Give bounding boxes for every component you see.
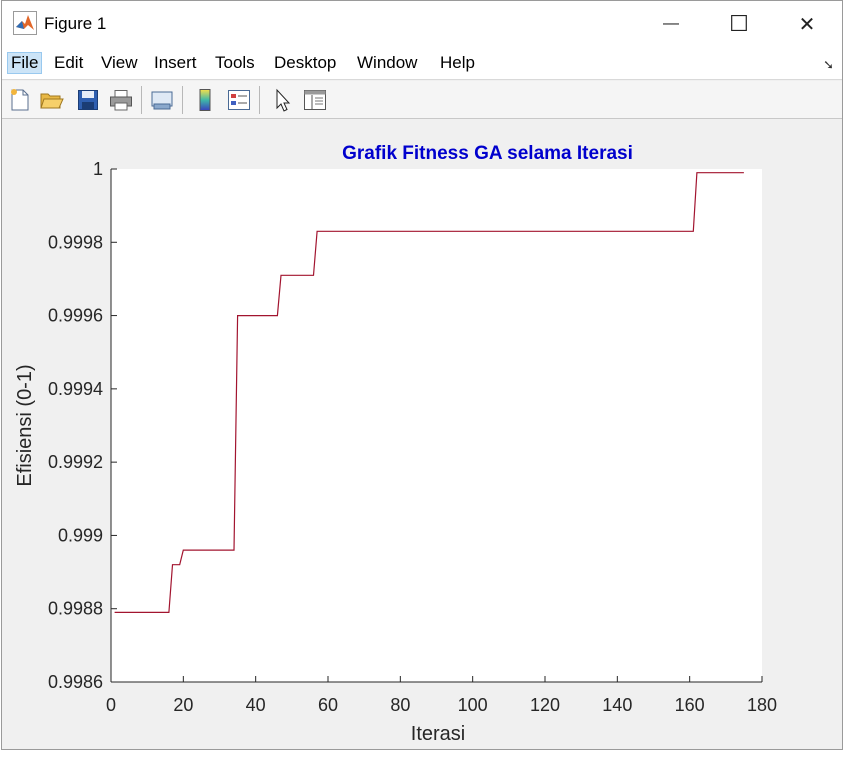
link-plot-button[interactable] bbox=[149, 87, 175, 113]
link-plot-icon bbox=[151, 91, 173, 110]
minimize-button[interactable]: — bbox=[636, 1, 706, 47]
figure-canvas: 0 20 40 60 80 100 120 140 160 180 0.9986 0.9988 0.9… bbox=[2, 120, 842, 749]
insert-legend-icon bbox=[228, 90, 250, 110]
fitness-series-line[interactable] bbox=[114, 172, 744, 613]
window-title: Figure 1 bbox=[44, 14, 107, 33]
open-file-button[interactable] bbox=[39, 87, 65, 113]
x-axis-label: Iterasi bbox=[411, 723, 465, 745]
menu-insert[interactable]: Insert bbox=[154, 53, 197, 72]
maximize-icon: ☐ bbox=[729, 11, 749, 36]
menu-desktop[interactable]: Desktop bbox=[274, 53, 337, 72]
toolbar-separator bbox=[182, 86, 183, 114]
print-button[interactable] bbox=[108, 87, 134, 113]
matlab-logo-icon bbox=[13, 11, 37, 35]
plot-area[interactable] bbox=[111, 169, 762, 682]
y-axis-label: Efisiensi (0-1) bbox=[14, 364, 36, 486]
save-button[interactable] bbox=[75, 87, 101, 113]
minimize-icon: — bbox=[663, 15, 679, 32]
y-tick-label: 0.9988 bbox=[48, 599, 103, 619]
edit-plot-arrow-icon bbox=[276, 88, 291, 112]
y-tick-label: 1 bbox=[93, 159, 103, 179]
y-tick-label: 0.9998 bbox=[48, 232, 103, 252]
new-figure-icon bbox=[11, 89, 29, 111]
insert-colorbar-button[interactable] bbox=[192, 87, 218, 113]
menu-bar: File Edit View Insert Tools Desktop Wind… bbox=[2, 47, 842, 80]
new-figure-button[interactable] bbox=[7, 87, 33, 113]
menu-help[interactable]: Help bbox=[440, 53, 475, 72]
figure-window: Figure 1 — ☐ ✕ File Edit View Insert Too… bbox=[1, 0, 843, 750]
series-layer bbox=[114, 172, 744, 613]
x-tick-label: 80 bbox=[390, 695, 410, 715]
figure-toolbar bbox=[2, 81, 842, 119]
print-icon bbox=[110, 90, 132, 111]
x-tick-label: 20 bbox=[173, 695, 193, 715]
menu-file[interactable]: File bbox=[6, 52, 43, 74]
toolbar-separator bbox=[141, 86, 142, 114]
maximize-button[interactable]: ☐ bbox=[704, 1, 774, 47]
save-icon bbox=[78, 90, 98, 110]
x-tick-label: 140 bbox=[602, 695, 632, 715]
property-inspector-button[interactable] bbox=[302, 87, 328, 113]
y-tick-label: 0.9986 bbox=[48, 672, 103, 692]
x-tick-label: 40 bbox=[246, 695, 266, 715]
y-axis-ticks: 0.9986 0.9988 0.999 0.9992 0.9994 0.9996 0.999… bbox=[48, 159, 117, 692]
menu-tools[interactable]: Tools bbox=[215, 53, 255, 72]
axes-box bbox=[110, 169, 762, 683]
edit-plot-button[interactable] bbox=[270, 87, 296, 113]
dock-figure-icon[interactable]: ➘ bbox=[823, 57, 834, 72]
close-button[interactable]: ✕ bbox=[772, 1, 842, 47]
y-tick-label: 0.999 bbox=[58, 525, 103, 545]
fitness-chart[interactable]: 0 20 40 60 80 100 120 140 160 180 0.99860.99880.9… bbox=[2, 120, 842, 750]
open-file-icon bbox=[40, 93, 64, 109]
property-inspector-icon bbox=[304, 90, 326, 110]
y-tick-label: 0.9992 bbox=[48, 452, 103, 472]
menu-window[interactable]: Window bbox=[357, 53, 418, 72]
menu-edit[interactable]: Edit bbox=[54, 53, 84, 72]
y-tick-label: 0.9996 bbox=[48, 306, 103, 326]
x-tick-label: 160 bbox=[675, 695, 705, 715]
menu-view[interactable]: View bbox=[101, 53, 138, 72]
insert-legend-button[interactable] bbox=[226, 87, 252, 113]
title-bar[interactable]: Figure 1 — ☐ ✕ bbox=[2, 1, 842, 47]
x-axis-ticks: 0 20 40 60 80 100 120 140 160 180 bbox=[106, 676, 777, 715]
chart-title: Grafik Fitness GA selama Iterasi bbox=[342, 143, 633, 164]
toolbar-separator bbox=[259, 86, 260, 114]
x-tick-label: 60 bbox=[318, 695, 338, 715]
x-tick-label: 100 bbox=[458, 695, 488, 715]
x-tick-label: 180 bbox=[747, 695, 777, 715]
insert-colorbar-icon bbox=[199, 89, 211, 111]
x-tick-label: 120 bbox=[530, 695, 560, 715]
close-icon: ✕ bbox=[798, 13, 816, 36]
x-tick-label: 0 bbox=[106, 695, 116, 715]
y-tick-label: 0.9994 bbox=[48, 379, 103, 399]
